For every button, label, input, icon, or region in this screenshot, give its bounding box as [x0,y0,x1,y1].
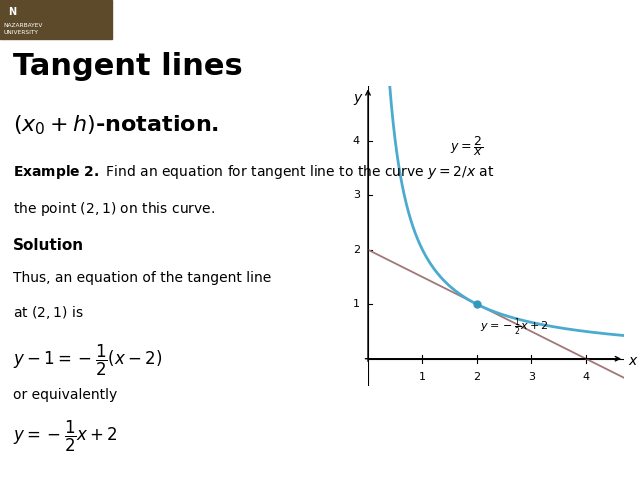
Text: 1: 1 [353,299,360,309]
Text: 4: 4 [582,372,589,383]
Text: $\bf{Example\ 2.}$ Find an equation for tangent line to the curve $y = 2/x$ at: $\bf{Example\ 2.}$ Find an equation for … [13,163,494,181]
Text: the point $(2,1)$ on this curve.: the point $(2,1)$ on this curve. [13,200,215,218]
Text: 2019-2020: 2019-2020 [562,459,630,473]
Text: Solution: Solution [13,238,84,252]
Text: $y = \dfrac{2}{x}$: $y = \dfrac{2}{x}$ [450,134,483,158]
Text: $y = -\dfrac{1}{2}x + 2$: $y = -\dfrac{1}{2}x + 2$ [13,419,118,455]
Text: 2: 2 [474,372,481,383]
Text: Tangent lines: Tangent lines [13,52,243,81]
Bar [0,0,112,39]
Text: or equivalently: or equivalently [13,388,117,402]
Text: $y = -\frac{1}{2}x+2$: $y = -\frac{1}{2}x+2$ [479,316,548,338]
Text: 2: 2 [353,245,360,255]
Text: $y$: $y$ [353,92,364,107]
Text: 4: 4 [353,136,360,146]
Text: 1: 1 [419,372,426,383]
Text: N: N [8,7,17,17]
Text: Thus, an equation of the tangent line: Thus, an equation of the tangent line [13,271,271,285]
Text: 3: 3 [528,372,535,383]
Text: at $(2,1)$ is: at $(2,1)$ is [13,303,83,321]
Text: Foundation Year Program: Foundation Year Program [454,13,634,26]
Text: $(x_0 + h)$-notation.: $(x_0 + h)$-notation. [13,114,219,137]
Text: $x$: $x$ [628,354,639,369]
Text: $y - 1 = -\dfrac{1}{2}(x - 2)$: $y - 1 = -\dfrac{1}{2}(x - 2)$ [13,343,162,378]
Text: 3: 3 [353,190,360,200]
Text: NAZARBAYEV
UNIVERSITY: NAZARBAYEV UNIVERSITY [3,23,43,35]
